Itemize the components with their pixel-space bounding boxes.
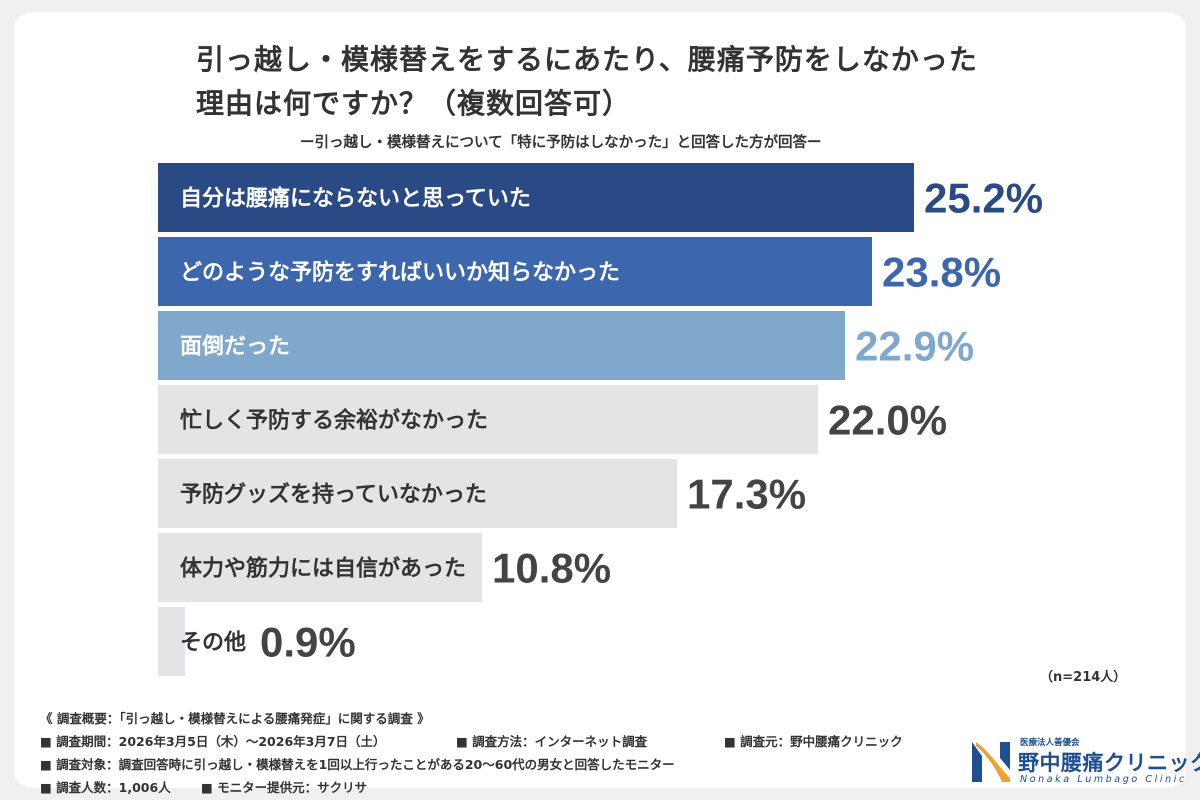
value-label: 22.9% (855, 323, 974, 370)
value-label: 23.8% (882, 249, 1001, 296)
category-label: 体力や筋力には自信があった (180, 556, 466, 582)
bar-group: 予防グッズを持っていなかった 17.3% (158, 459, 806, 528)
survey-period: ■ 調査期間：2026年3月5日（木）〜2026年3月7日（土） (40, 734, 386, 749)
bar (158, 163, 914, 232)
bar-group: 忙しく予防する余裕がなかった 22.0% (158, 385, 947, 454)
chart-title: 引っ越し・模様替えをするにあたり、腰痛予防をしなかった 理由は何ですか？（複数回… (196, 38, 1096, 126)
survey-provider: ■ モニター提供元：サクリサ (201, 780, 368, 795)
bar-group: その他 0.9% (158, 607, 356, 676)
value-label: 0.9% (260, 619, 356, 666)
title-line-2: 理由は何ですか？（複数回答可） (196, 87, 632, 120)
value-label: 25.2% (924, 175, 1043, 222)
survey-heading: 《 調査概要：「引っ越し・模様替えによる腰痛発症」に関する調査 》 (40, 711, 430, 726)
bar (158, 459, 677, 528)
clinic-name-roman: Nonaka Lumbago Clinic (1020, 774, 1187, 785)
clinic-logo: 医療法人善優会 野中腰痛クリニック Nonaka Lumbago Clinic (968, 736, 1200, 788)
category-label: 面倒だった (180, 335, 290, 360)
survey-footer: 《 調査概要：「引っ越し・模様替えによる腰痛発症」に関する調査 》 ■ 調査期間… (40, 707, 903, 799)
sample-size-label: （n=214人） (1040, 670, 1127, 685)
category-label: どのような予防をすればいいか知らなかった (180, 260, 620, 286)
bar-group: 体力や筋力には自信があった 10.8% (158, 533, 611, 602)
bar (158, 607, 185, 676)
category-label: 自分は腰痛にならないと思っていた (180, 186, 531, 212)
bar-group: 自分は腰痛にならないと思っていた 25.2% (158, 163, 1043, 232)
clinic-corporation: 医療法人善優会 (1020, 738, 1080, 748)
chart-subtitle: ー引っ越し・模様替えについて「特に予防はしなかった」と回答した方が回答ー (300, 135, 822, 151)
category-label: 忙しく予防する余裕がなかった (180, 408, 488, 434)
category-label: その他 (180, 631, 246, 656)
survey-source: ■ 調査元：野中腰痛クリニック (724, 734, 903, 749)
clinic-name: 野中腰痛クリニック (1018, 751, 1200, 775)
title-line-1: 引っ越し・模様替えをするにあたり、腰痛予防をしなかった (196, 43, 978, 76)
value-label: 10.8% (492, 545, 611, 592)
category-label: 予防グッズを持っていなかった (180, 482, 487, 508)
bar (158, 533, 482, 602)
clinic-logo-icon (972, 742, 1010, 782)
bar-group: どのような予防をすればいいか知らなかった 23.8% (158, 237, 1001, 306)
survey-count: ■ 調査人数：1,006人 (40, 780, 171, 795)
survey-target: ■ 調査対象：調査回答時に引っ越し・模様替えを1回以上行ったことがある20〜60… (40, 757, 675, 772)
value-label: 17.3% (687, 471, 806, 518)
bar (158, 385, 818, 454)
bar-group: 面倒だった 22.9% (158, 311, 974, 380)
survey-method: ■ 調査方法：インターネット調査 (456, 734, 648, 749)
value-label: 22.0% (828, 397, 947, 444)
bar-chart: 自分は腰痛にならないと思っていた 25.2% どのような予防をすればいいか知らなかっ… (158, 163, 1043, 676)
bar (158, 311, 845, 380)
bar (158, 237, 872, 306)
